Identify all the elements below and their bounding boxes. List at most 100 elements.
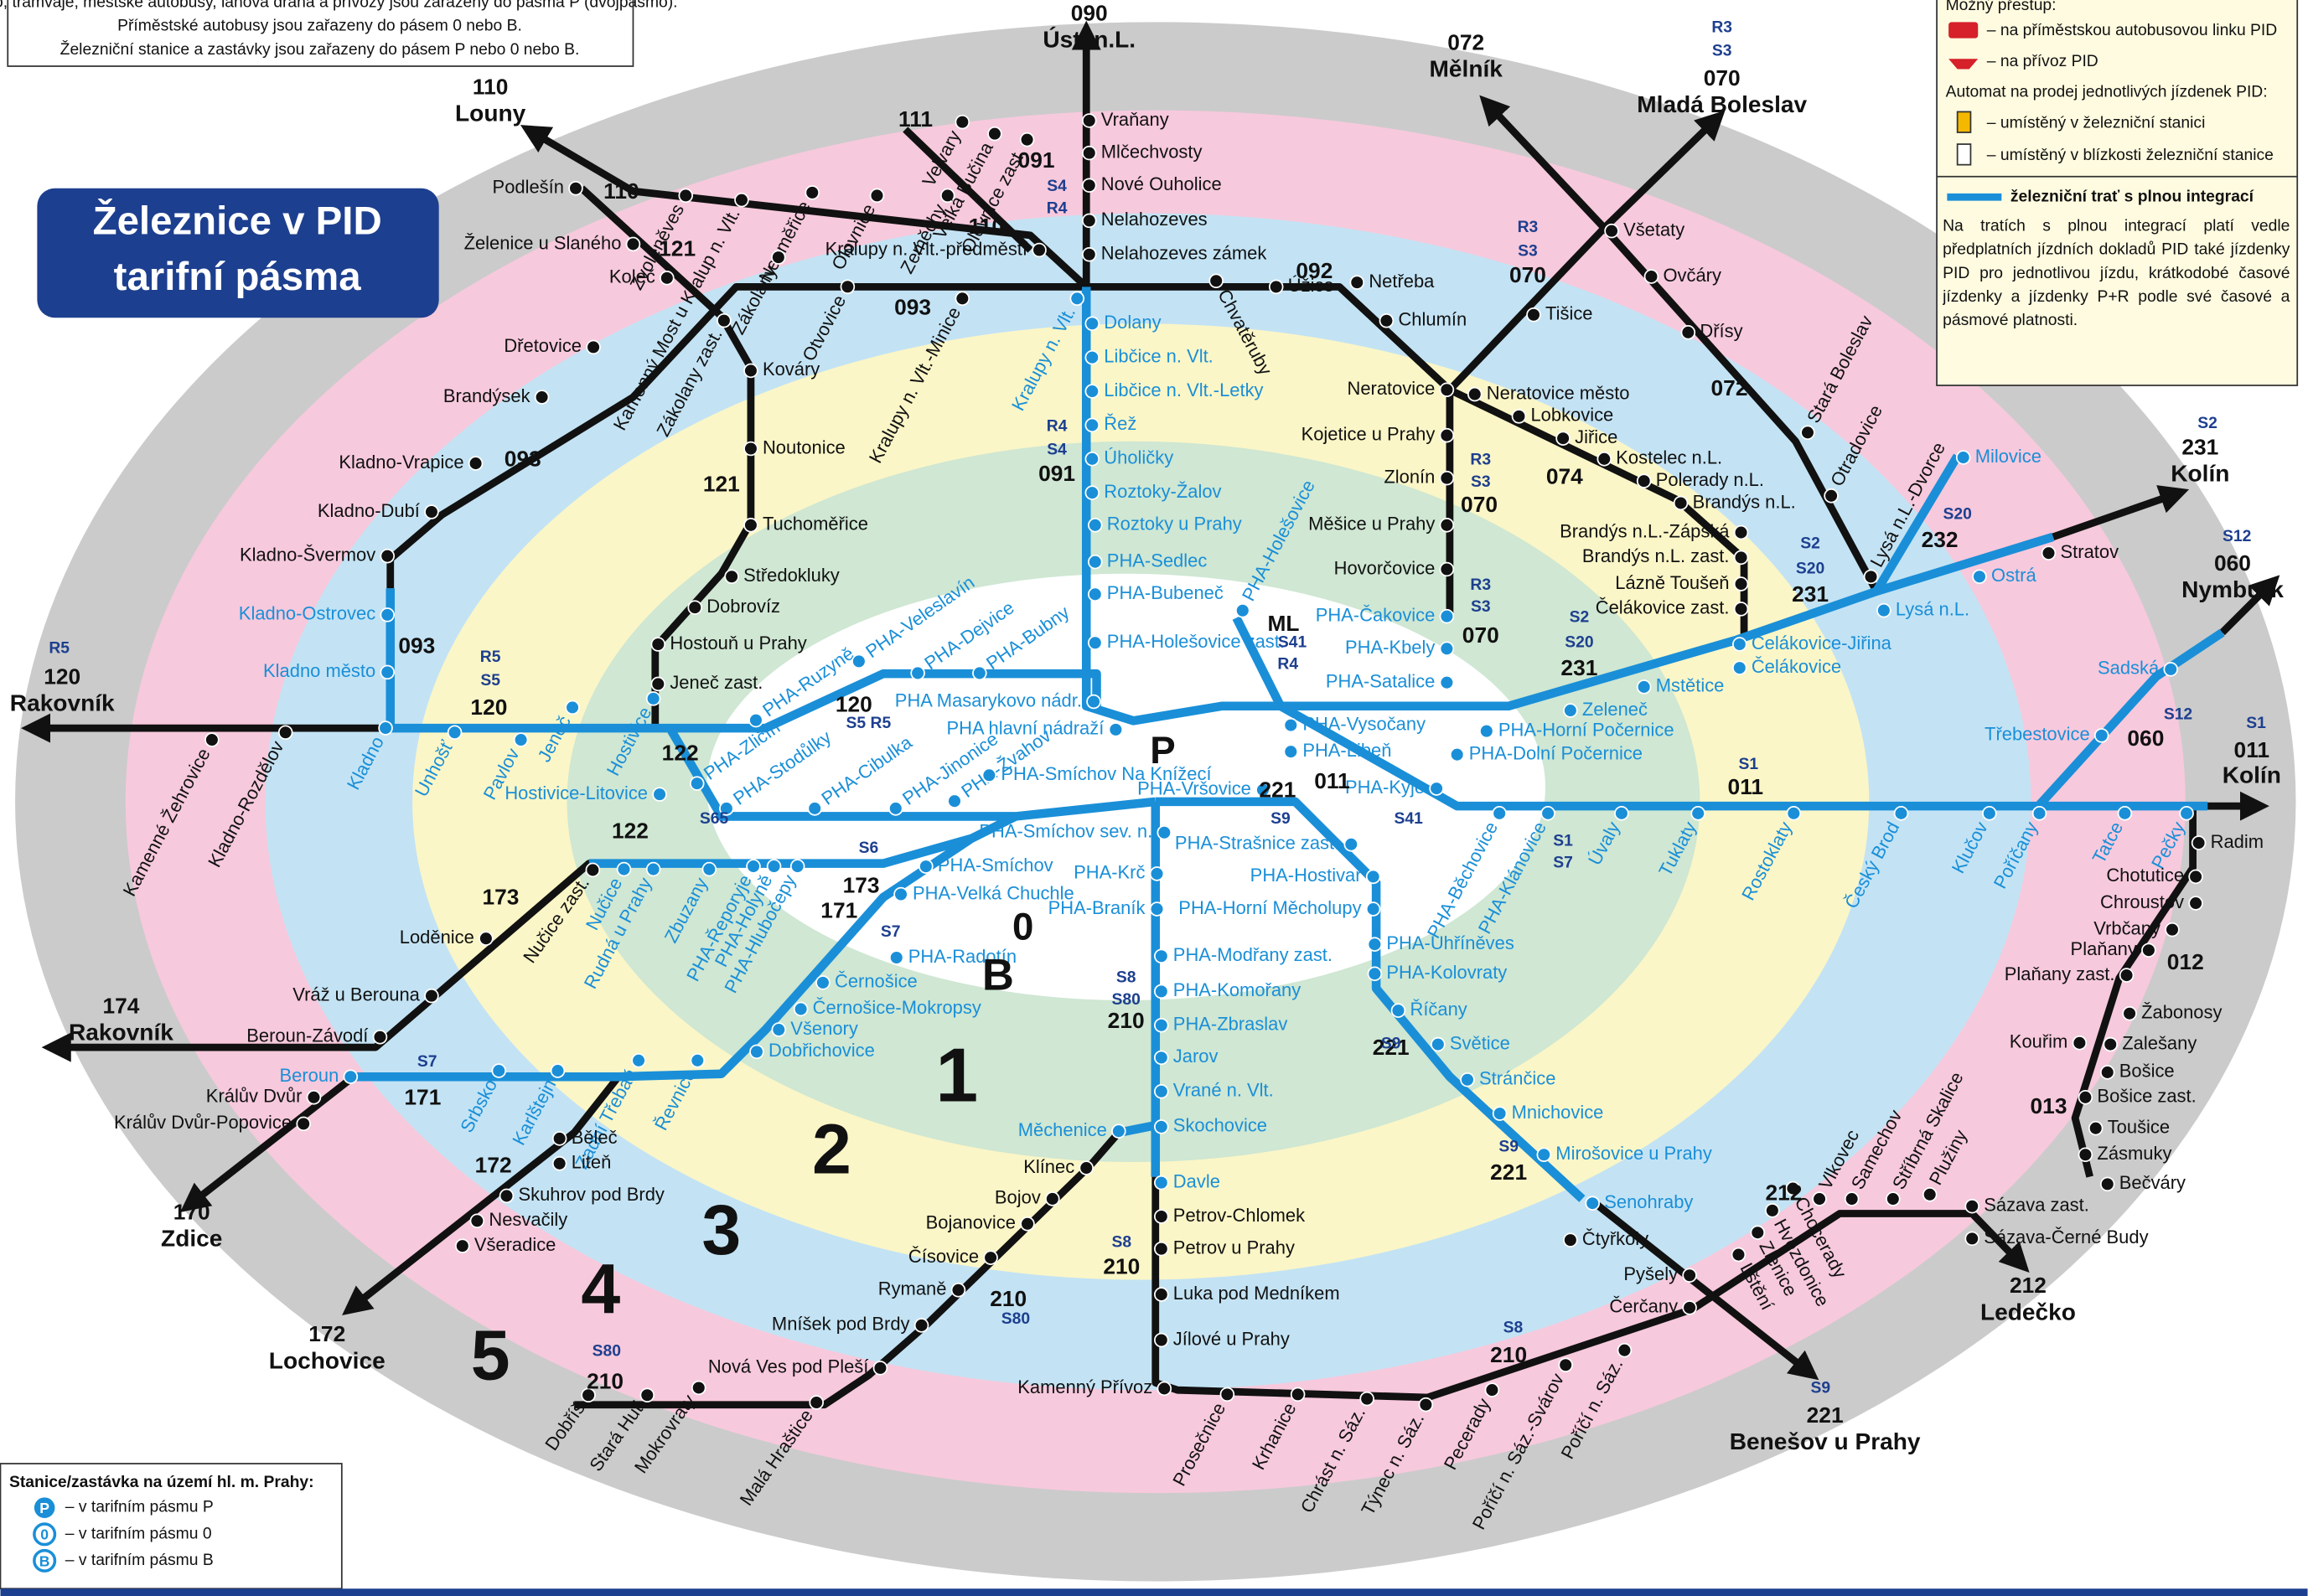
service-label: S5 xyxy=(480,672,500,690)
station-dot xyxy=(2078,1147,2093,1163)
station-dot xyxy=(1079,1160,1094,1175)
station-dot xyxy=(691,1380,706,1396)
zone-number: 0 xyxy=(1012,906,1033,948)
destination-line: 070 xyxy=(1704,65,1741,90)
station-name: Kostelec n.L. xyxy=(1616,447,1722,468)
service-label: R3 xyxy=(1470,576,1491,594)
station-dot xyxy=(2163,662,2179,677)
station-dot xyxy=(1643,269,1659,284)
station-name: Roztoky-Žalov xyxy=(1104,481,1221,502)
line-number: 122 xyxy=(662,741,699,766)
station-dot xyxy=(1290,1387,1306,1402)
line-number: 210 xyxy=(1490,1342,1527,1367)
service-label: S1 xyxy=(1739,756,1759,773)
station-name: Chotutice xyxy=(2106,865,2184,886)
destination-name: Rakovník xyxy=(69,1020,173,1046)
station-dot xyxy=(2072,1036,2088,1051)
title-box xyxy=(37,188,439,318)
station-name: Kladno-Dubí xyxy=(318,500,420,521)
station-dot xyxy=(380,607,396,622)
station-name: Čerčany xyxy=(1609,1296,1678,1317)
station-dot xyxy=(2031,806,2047,821)
station-dot xyxy=(1367,937,1383,952)
station-dot xyxy=(660,271,675,286)
station-dot xyxy=(872,1361,888,1376)
legend-text: železniční trať s plnou integrací xyxy=(2010,188,2254,205)
station-dot xyxy=(1786,806,1802,821)
station-dot xyxy=(809,1395,824,1410)
note: Metro, tramvaje, městské autobusy, lanov… xyxy=(0,0,678,12)
station-dot xyxy=(1367,966,1383,982)
line-number: 072 xyxy=(1711,375,1748,400)
station-dot xyxy=(585,862,601,878)
line-number: 013 xyxy=(2031,1093,2067,1118)
station-name: PHA-Vršovice xyxy=(1137,778,1251,799)
destination-name: Ledečko xyxy=(1980,1299,2076,1325)
station-dot xyxy=(1765,1203,1780,1218)
line-number: 221 xyxy=(1260,777,1296,803)
legend-text: – na příměstskou autobusovou linku PID xyxy=(1987,22,2278,39)
station-name: PHA-Modřany zast. xyxy=(1173,944,1333,965)
station-name: Kamenný Přívoz xyxy=(1017,1376,1152,1397)
zone-icon-label: P xyxy=(39,1500,49,1516)
rail-line xyxy=(651,314,755,729)
station-name: Petrov-Chlomek xyxy=(1173,1205,1305,1226)
station-name: Nelahozeves xyxy=(1101,209,1208,230)
rail-line xyxy=(1446,110,1726,393)
service-label: S8 xyxy=(1503,1320,1524,1337)
station-dot xyxy=(1982,806,1997,821)
station-name: Hovorčovice xyxy=(1334,557,1436,578)
station-name: Bečváry xyxy=(2119,1172,2186,1193)
station-dot xyxy=(1479,723,1494,739)
line-number: 070 xyxy=(1461,492,1498,517)
station-dot xyxy=(724,569,739,585)
station-dot xyxy=(1283,717,1299,733)
destination-line: 170 xyxy=(173,1199,210,1224)
station-name: Mstětice xyxy=(1656,675,1725,696)
line-number: 231 xyxy=(1792,581,1829,607)
station-dot xyxy=(650,676,666,692)
station-name: Podlešín xyxy=(493,177,564,198)
station-name: PHA-Horní Měcholupy xyxy=(1178,897,1361,918)
station-name: Kladno-Ostrovec xyxy=(239,603,375,624)
station-dot xyxy=(1680,325,1696,340)
station-dot xyxy=(1955,450,1971,465)
service-label: S9 xyxy=(1381,1036,1401,1053)
station-dot xyxy=(652,787,667,802)
line-number: 074 xyxy=(1546,464,1583,489)
ferry-icon xyxy=(1948,59,1979,70)
destination-line: 090 xyxy=(1071,1,1108,26)
note: Příměstské autobusy jsou zařazeny do pás… xyxy=(117,18,522,35)
station-dot xyxy=(1418,1397,1434,1413)
station-dot xyxy=(888,950,904,965)
line-number: 221 xyxy=(1490,1160,1527,1185)
station-dot xyxy=(2122,1005,2137,1021)
station-name: Lysá n.L. xyxy=(1896,598,1969,619)
station-dot xyxy=(950,1283,966,1298)
service-label: R3 xyxy=(1470,452,1491,469)
station-dot xyxy=(1449,746,1465,762)
destination-line: 231 xyxy=(2181,434,2218,459)
station-name: PHA-Satalice xyxy=(1326,670,1435,691)
station-name: PHA-Vysočany xyxy=(1302,713,1426,734)
station-dot xyxy=(1636,679,1652,695)
line-number: 210 xyxy=(1103,1253,1140,1278)
station-dot xyxy=(1585,1196,1600,1211)
station-name: Dřetovice xyxy=(504,335,582,356)
station-dot xyxy=(2141,943,2156,958)
station-name: Nesvačily xyxy=(489,1209,567,1230)
station-name: Čelákovice-Jiřina xyxy=(1752,633,1892,653)
station-dot xyxy=(690,1053,706,1068)
station-dot xyxy=(343,1069,359,1084)
service-label: S3 xyxy=(1518,242,1538,260)
machine-icon xyxy=(1956,111,1972,133)
station-dot xyxy=(1429,781,1444,796)
station-dot xyxy=(2179,806,2194,821)
station-name: Ostrá xyxy=(1991,565,2036,586)
station-name: Kladno město xyxy=(263,660,375,681)
line-number: 231 xyxy=(1560,655,1597,680)
service-label: S12 xyxy=(2223,528,2251,545)
station-dot xyxy=(687,600,702,615)
title: tarifní pásma xyxy=(114,255,362,299)
destination-name: Mladá Boleslav xyxy=(1637,91,1807,117)
